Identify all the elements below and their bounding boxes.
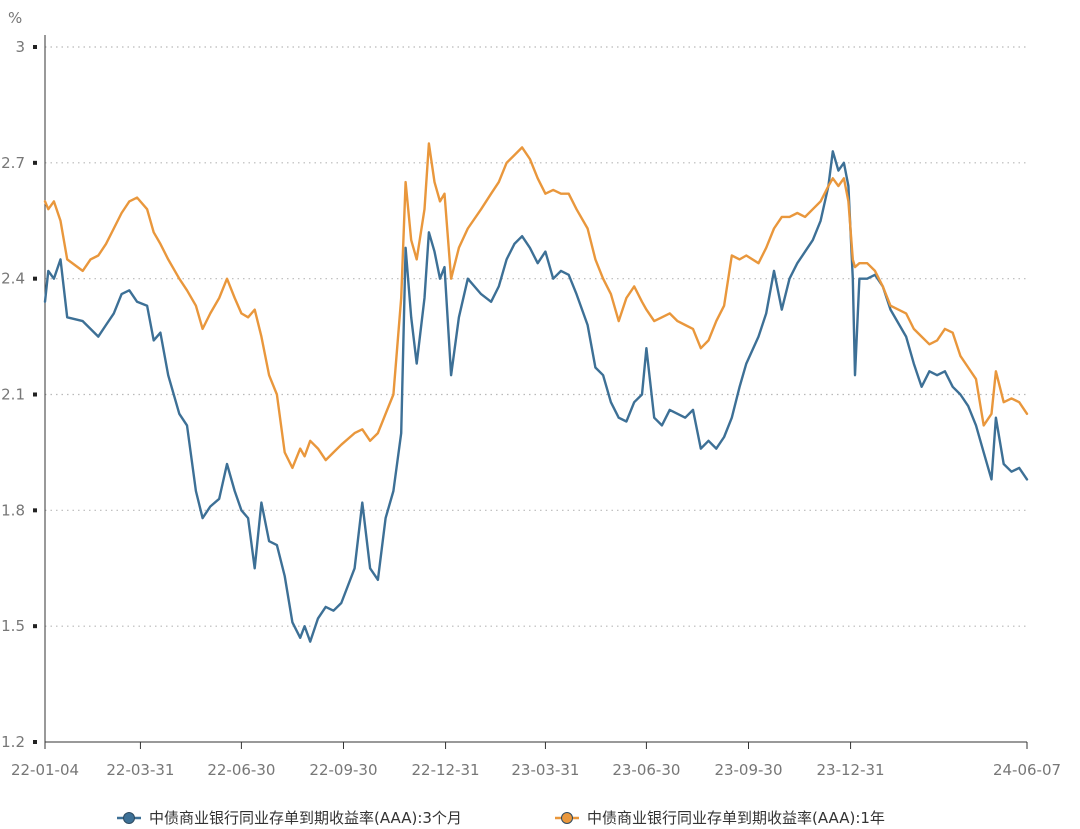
y-tick-mark — [33, 160, 37, 165]
y-tick-label: 3 — [15, 38, 25, 56]
y-tick-mark — [33, 740, 37, 744]
legend-label: 中债商业银行同业存单到期收益率(AAA):3个月 — [149, 809, 462, 827]
x-tick-label: 22-06-30 — [207, 761, 275, 779]
y-tick-mark — [33, 624, 37, 629]
x-tick-label: 23-06-30 — [612, 761, 680, 779]
y-tick-mark — [33, 45, 37, 49]
x-tick-label: 23-12-31 — [817, 761, 885, 779]
y-tick-label: 2.7 — [1, 154, 25, 172]
y-tick-label: 1.5 — [1, 617, 25, 635]
y-axis-ticks: 3 2.7 2.4 2.1 1.8 1.5 1.2 — [1, 38, 37, 751]
y-tick-mark — [33, 508, 37, 513]
x-tick-label: 23-09-30 — [714, 761, 782, 779]
x-tick-label: 23-03-31 — [511, 761, 579, 779]
x-tick-label: 22-09-30 — [309, 761, 377, 779]
x-tick-label: 22-01-04 — [11, 761, 79, 779]
y-tick-mark — [33, 276, 37, 281]
series-lines — [43, 142, 1029, 643]
y-tick-label: 1.8 — [1, 501, 25, 519]
gridlines — [45, 46, 1027, 627]
y-tick-label: 2.1 — [1, 386, 25, 404]
x-axis-ticks: 22-01-04 22-03-31 22-06-30 22-09-30 22-12-31… — [11, 742, 1061, 779]
series-line-1 — [43, 150, 1029, 643]
y-tick-label: 1.2 — [1, 733, 25, 751]
x-tick-label: 22-12-31 — [412, 761, 480, 779]
legend-label: 中债商业银行同业存单到期收益率(AAA):1年 — [587, 809, 885, 827]
axes — [44, 35, 1027, 743]
x-tick-label: 22-03-31 — [106, 761, 174, 779]
x-tick-label: 24-06-07 — [993, 761, 1061, 779]
legend-marker — [123, 812, 135, 824]
series-line-2 — [43, 142, 1029, 470]
y-tick-label: 2.4 — [1, 270, 25, 288]
y-axis-unit-label: % — [8, 9, 22, 27]
legend: 中债商业银行同业存单到期收益率(AAA):3个月 中债商业银行同业存单到期收益率(… — [117, 809, 885, 827]
y-tick-mark — [33, 392, 37, 397]
legend-marker — [561, 812, 573, 824]
